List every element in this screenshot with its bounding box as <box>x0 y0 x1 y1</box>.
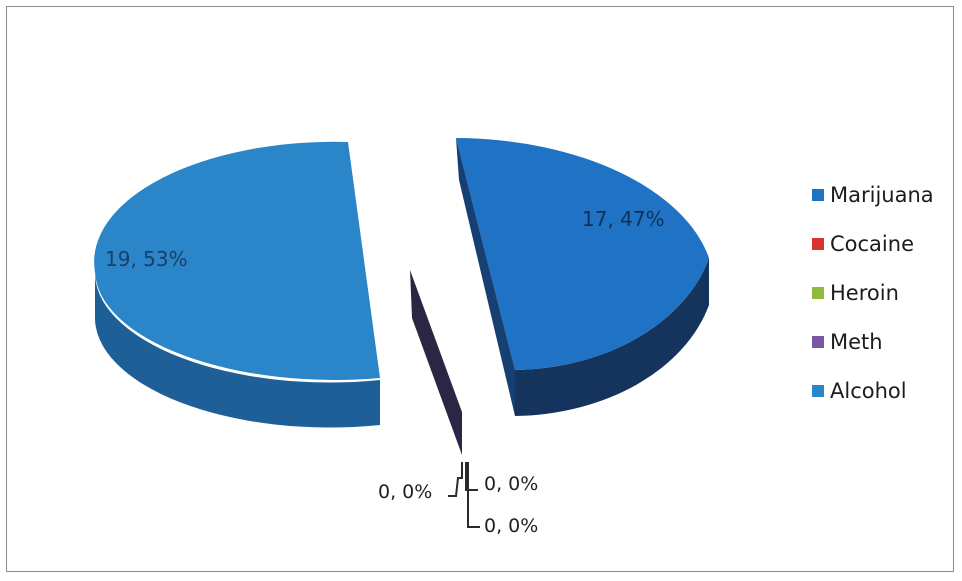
legend-label-meth: Meth <box>830 330 883 354</box>
legend: Marijuana Cocaine Heroin Meth Alcohol <box>812 183 934 428</box>
legend-item-cocaine: Cocaine <box>812 232 934 256</box>
pie-slice-marijuana-top <box>456 138 709 370</box>
legend-label-heroin: Heroin <box>830 281 899 305</box>
data-label-marijuana: 17, 47% <box>582 207 665 231</box>
pie-slice-alcohol-side <box>94 270 380 428</box>
legend-swatch-meth <box>812 336 824 348</box>
leader-line-meth <box>448 462 463 497</box>
leader-line-cocaine <box>465 462 478 491</box>
legend-item-alcohol: Alcohol <box>812 379 934 403</box>
legend-item-heroin: Heroin <box>812 281 934 305</box>
legend-item-meth: Meth <box>812 330 934 354</box>
data-label-meth: 0, 0% <box>378 481 432 503</box>
pie-slice-marijuana <box>456 138 709 416</box>
pie-slice-zero-sliver <box>410 270 462 455</box>
legend-swatch-cocaine <box>812 238 824 250</box>
legend-swatch-heroin <box>812 287 824 299</box>
leader-line-heroin <box>467 462 480 528</box>
legend-label-cocaine: Cocaine <box>830 232 914 256</box>
legend-swatch-marijuana <box>812 189 824 201</box>
legend-swatch-alcohol <box>812 385 824 397</box>
data-label-cocaine: 0, 0% <box>484 473 538 495</box>
pie-slice-marijuana-inner <box>456 138 515 416</box>
pie-slice-alcohol-top <box>94 141 380 380</box>
legend-label-marijuana: Marijuana <box>830 183 934 207</box>
legend-item-marijuana: Marijuana <box>812 183 934 207</box>
pie-slice-marijuana-side <box>515 258 709 416</box>
data-label-heroin: 0, 0% <box>484 515 538 537</box>
data-label-alcohol: 19, 53% <box>105 247 188 271</box>
legend-label-alcohol: Alcohol <box>830 379 907 403</box>
pie-slice-alcohol <box>94 141 380 428</box>
